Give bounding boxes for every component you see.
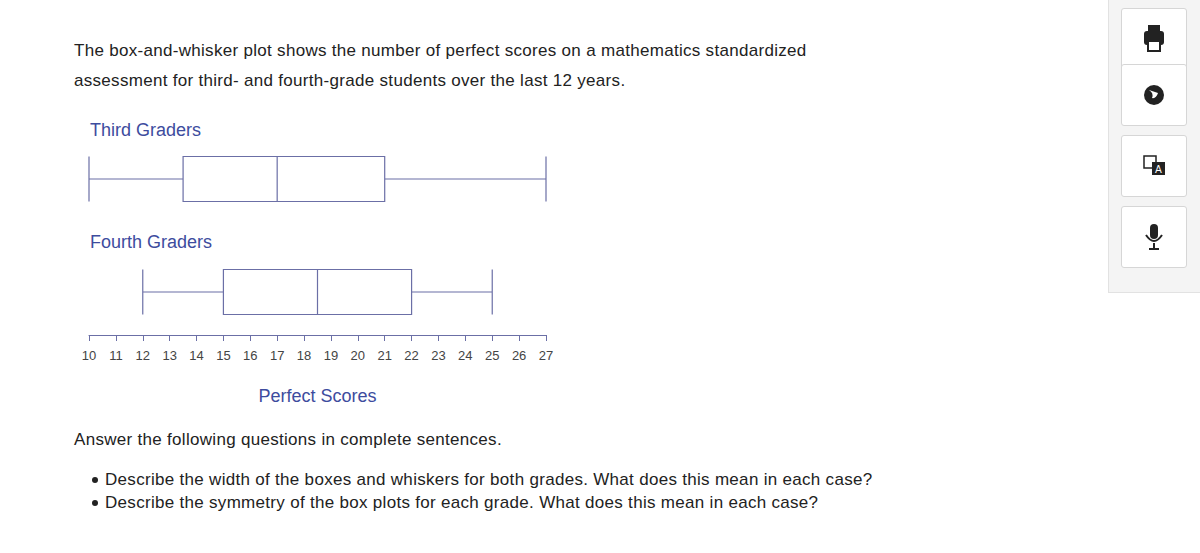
svg-text:10: 10: [82, 348, 96, 363]
svg-text:22: 22: [404, 348, 418, 363]
html-text:Third Graders: Third Graders: [90, 120, 201, 140]
svg-text:24: 24: [458, 348, 472, 363]
svg-text:19: 19: [324, 348, 338, 363]
svg-text:16: 16: [243, 348, 257, 363]
svg-text:23: 23: [431, 348, 445, 363]
svg-text:14: 14: [189, 348, 203, 363]
html-text:Answer the following questions: Answer the following questions in comple…: [74, 430, 502, 449]
html-text:Describe the width of the boxe: Describe the width of the boxes and whis…: [105, 470, 873, 489]
html-text:assessment for third- and four: assessment for third- and fourth-grade s…: [74, 71, 626, 90]
svg-text:12: 12: [136, 348, 150, 363]
svg-text:25: 25: [485, 348, 499, 363]
svg-text:20: 20: [351, 348, 365, 363]
html-text:Describe the symmetry of the b: Describe the symmetry of the box plots f…: [105, 493, 819, 512]
svg-text:26: 26: [512, 348, 526, 363]
svg-text:27: 27: [539, 348, 553, 363]
svg-text:11: 11: [109, 348, 123, 363]
svg-text:Perfect Scores: Perfect Scores: [258, 386, 376, 406]
svg-text:A: A: [1155, 164, 1162, 175]
svg-text:15: 15: [216, 348, 230, 363]
svg-text:17: 17: [270, 348, 284, 363]
svg-text:18: 18: [297, 348, 311, 363]
svg-text:13: 13: [162, 348, 176, 363]
html-text:Fourth Graders: Fourth Graders: [90, 232, 212, 252]
svg-text:21: 21: [377, 348, 391, 363]
html-text:The box-and-whisker plot shows: The box-and-whisker plot shows the numbe…: [74, 41, 807, 60]
